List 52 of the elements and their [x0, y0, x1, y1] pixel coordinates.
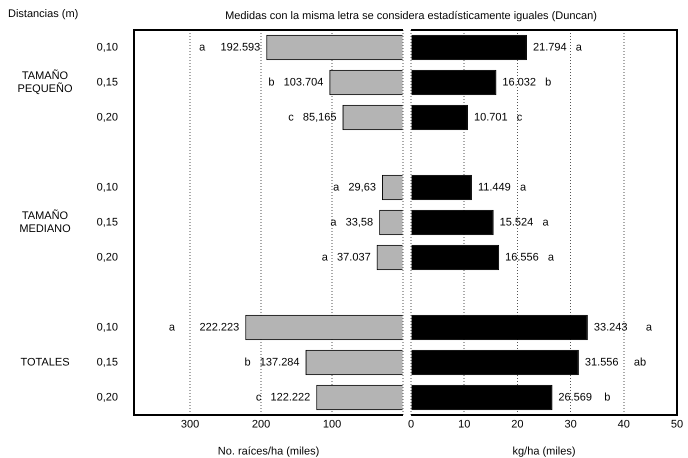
x-tick-label: 0	[408, 418, 414, 431]
y-tick-label: 0,15	[96, 76, 118, 89]
y-tick-label: 0,20	[96, 392, 118, 404]
y-tick-label: 0,20	[96, 252, 118, 264]
x-tick-label: 200	[252, 418, 270, 431]
data-label: b 103.704	[268, 76, 324, 89]
bar	[412, 244, 500, 270]
text: TOTALES	[20, 356, 70, 369]
bar	[412, 70, 496, 96]
y-tick-label: 0,15	[96, 216, 118, 229]
x-tick-label: 100	[322, 418, 342, 431]
x-tick-label: 30	[564, 418, 577, 431]
text: TAMAÑO MEDIANO	[19, 209, 72, 236]
chart-title: Medidas con la misma letra se considera estadísticamente iguales (Duncan)	[224, 10, 598, 22]
data-label: c 85,165	[288, 112, 337, 124]
data-label: a 192.593	[199, 42, 260, 54]
data-label: 26.569 b	[558, 392, 610, 404]
bar	[412, 104, 468, 130]
data-label: 33.243 a	[594, 322, 653, 334]
data-label: a 37.037	[322, 252, 371, 264]
bar	[412, 174, 472, 200]
data-label: a 222.223	[168, 322, 240, 334]
bar	[412, 210, 494, 236]
x-tick-label: 20	[511, 418, 524, 431]
data-label: 31.556 ab	[584, 356, 646, 369]
data-label: 15.524 a	[500, 216, 550, 229]
x-tick-label: 50	[670, 418, 684, 431]
data-label: a 33,58	[330, 216, 374, 229]
data-label: b 137.284	[244, 356, 300, 369]
x-tick-label: 300	[180, 418, 200, 431]
y-tick-label: 0,10	[96, 322, 118, 334]
data-label: 16.556 a	[505, 252, 555, 264]
y-tick-label: 0,20	[96, 112, 118, 124]
bar	[412, 384, 552, 410]
data-label: c 122.222	[256, 392, 310, 404]
x-axis-title: kg/ha (miles)	[512, 445, 576, 458]
data-label: 10.701 c	[474, 112, 523, 124]
bar	[412, 314, 588, 340]
y-axis-title: Distancias (m)	[8, 8, 78, 20]
x-axis-title: No. raíces/ha (miles)	[218, 445, 320, 458]
y-tick-label: 0,10	[96, 182, 118, 194]
bar	[412, 34, 527, 60]
text: TAMAÑO PEQUEÑO	[17, 69, 73, 96]
data-label: a 29,63	[333, 182, 376, 194]
y-tick-label: 0,10	[96, 42, 118, 54]
y-tick-label: 0,15	[96, 356, 118, 369]
data-label: 21.794 a	[532, 42, 583, 54]
data-label: 11.449 a	[478, 182, 527, 194]
x-tick-label: 10	[458, 418, 470, 431]
bar	[412, 350, 579, 376]
data-label: 16.032 b	[502, 76, 552, 89]
x-tick-label: 40	[618, 418, 630, 431]
